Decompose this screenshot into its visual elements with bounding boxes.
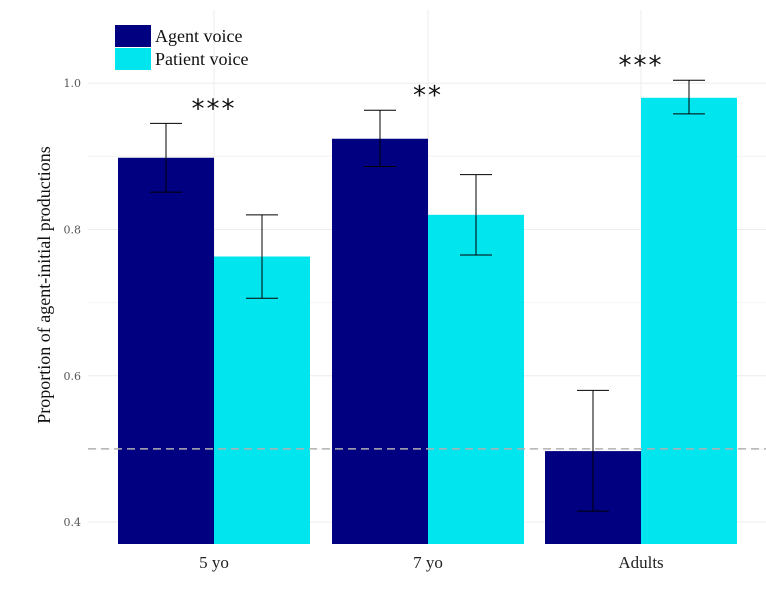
legend-swatch-agent bbox=[115, 25, 151, 47]
bars bbox=[118, 97, 737, 545]
y-tick-label: 0.8 bbox=[64, 223, 82, 236]
x-tick-label: Adults bbox=[618, 553, 663, 572]
bar-patient-0 bbox=[214, 256, 310, 544]
legend-label-patient: Patient voice bbox=[155, 49, 248, 69]
x-axis-ticks: 5 yo 7 yo Adults bbox=[199, 553, 664, 572]
y-tick-label: 0.6 bbox=[64, 370, 82, 383]
legend-label-agent: Agent voice bbox=[155, 26, 242, 46]
significance-marker: ** bbox=[413, 81, 443, 111]
significance-marker: *** bbox=[619, 51, 664, 81]
y-tick-label: 0.4 bbox=[64, 516, 82, 529]
legend: Agent voice Patient voice bbox=[115, 25, 248, 70]
x-tick-label: 7 yo bbox=[413, 553, 443, 572]
x-tick-label: 5 yo bbox=[199, 553, 229, 572]
y-tick-label: 1.0 bbox=[64, 77, 82, 90]
legend-swatch-patient bbox=[115, 48, 151, 70]
bar-patient-1 bbox=[428, 214, 524, 545]
error-bars bbox=[150, 79, 705, 512]
y-axis-title: Proportion of agent-initial productions bbox=[34, 146, 54, 423]
significance-markers: *** ***** bbox=[192, 51, 664, 124]
significance-marker: *** bbox=[192, 94, 237, 124]
bar-agent-1 bbox=[332, 138, 428, 544]
bar-patient-2 bbox=[641, 97, 737, 544]
y-axis-ticks: 0.4 0.6 0.8 1.0 bbox=[64, 77, 82, 529]
bar-agent-0 bbox=[118, 157, 214, 544]
